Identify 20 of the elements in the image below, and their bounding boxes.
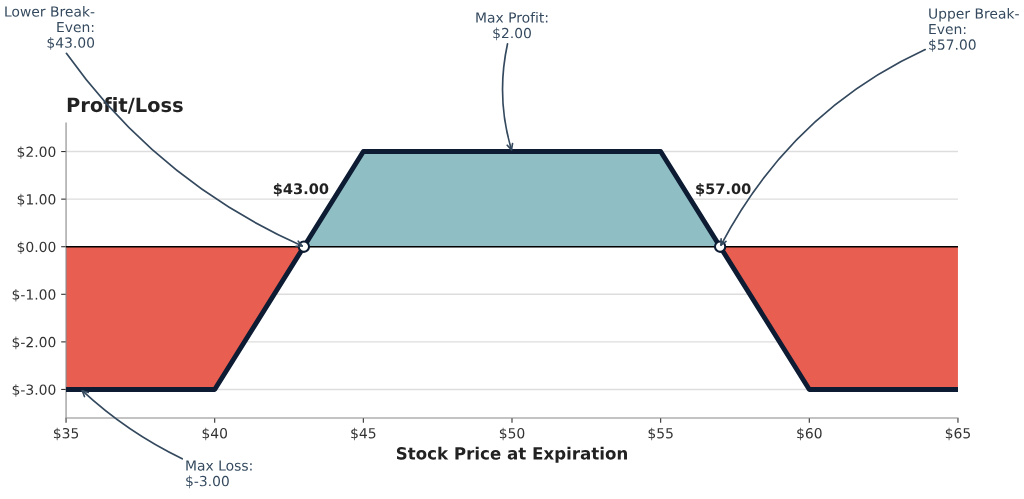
x-tick-label: $50 — [499, 427, 525, 441]
x-tick-label: $65 — [945, 427, 970, 441]
annotation: $57.00 — [696, 183, 751, 197]
y-tick-label: $-3.00 — [12, 384, 56, 397]
y-tick-label: $0.00 — [17, 241, 56, 255]
annotation: Upper Break- Even: $57.00 — [929, 8, 1019, 52]
x-tick-label: $45 — [351, 427, 376, 441]
annotation: Max Profit: $2.00 — [476, 12, 548, 41]
annotation: $43.00 — [273, 183, 329, 197]
x-tick-label: $60 — [797, 427, 822, 441]
x-axis-title: Stock Price at Expiration — [396, 446, 627, 463]
x-tick-label: $40 — [202, 427, 228, 441]
x-tick-label: $55 — [648, 427, 673, 441]
x-tick-label: $35 — [53, 427, 79, 441]
y-tick-label: $-2.00 — [12, 336, 56, 350]
y-tick-label: $-1.00 — [12, 289, 56, 302]
annotation: Max Loss: $-3.00 — [186, 460, 252, 489]
y-tick-label: $1.00 — [17, 193, 56, 207]
annotation: Lower Break- Even: $43.00 — [5, 6, 95, 50]
y-tick-label: $2.00 — [17, 146, 56, 159]
